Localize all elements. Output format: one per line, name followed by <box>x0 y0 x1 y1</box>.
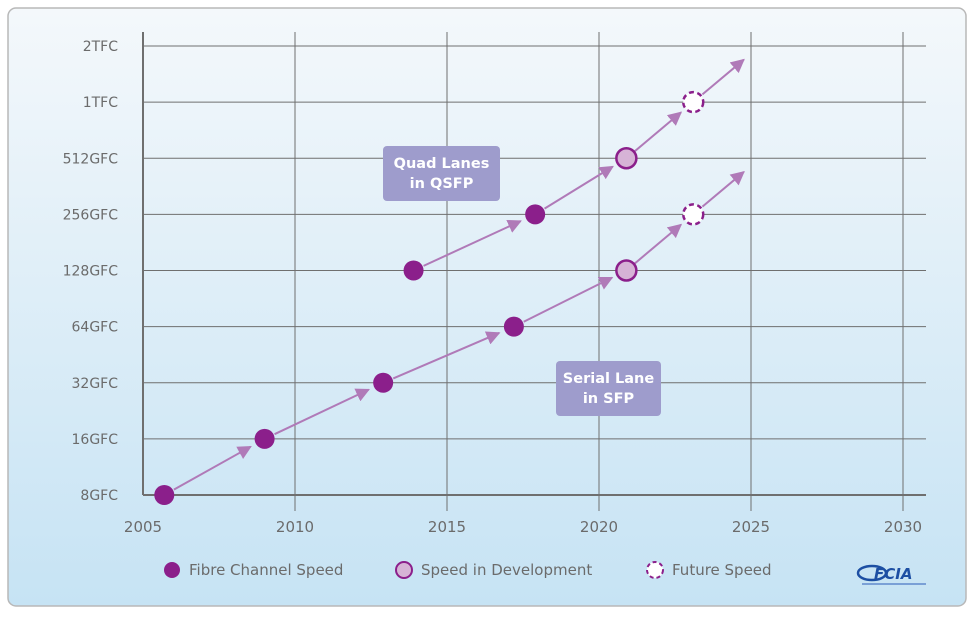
annotation-box: Quad Lanes in QSFP <box>383 146 500 201</box>
trend-arrow <box>423 220 522 267</box>
y-tick-label: 512GFC <box>63 151 119 167</box>
data-point-fibre-channel <box>503 316 524 337</box>
legend-marker-solid <box>164 562 180 578</box>
data-point-future <box>681 90 705 114</box>
x-tick-label: 2010 <box>276 518 314 536</box>
legend-item-future: Future Speed <box>646 561 772 579</box>
x-tick-label: 2020 <box>580 518 618 536</box>
x-axis-ticks: 2005 2010 2015 2020 2025 2030 <box>124 518 922 536</box>
chart-background <box>7 7 967 607</box>
data-point-fibre-channel <box>403 260 424 281</box>
trend-arrow <box>634 111 683 152</box>
data-point-development <box>615 147 638 170</box>
legend-item-fibre-channel: Fibre Channel Speed <box>164 561 343 579</box>
trend-arrow <box>392 331 501 380</box>
x-tick-label: 2030 <box>884 518 922 536</box>
trend-arrow-future <box>701 58 745 96</box>
y-tick-label: 128GFC <box>63 264 119 280</box>
fcia-logo: FCIA <box>856 564 926 585</box>
trend-arrow <box>544 165 614 210</box>
y-tick-label: 8GFC <box>80 488 118 504</box>
annotation-label: Quad Lanes <box>394 156 490 172</box>
trend-arrow-future <box>701 171 745 208</box>
x-tick-label: 2025 <box>732 518 770 536</box>
legend-label: Speed in Development <box>421 561 592 579</box>
y-tick-label: 64GFC <box>72 320 119 336</box>
annotation-box: Serial Lane in SFP <box>556 361 661 416</box>
legend-label: Future Speed <box>672 561 772 579</box>
legend-item-development: Speed in Development <box>395 561 592 579</box>
logo-wordmark: FCIA <box>874 565 912 583</box>
data-point-fibre-channel <box>154 485 175 505</box>
annotation-background <box>556 361 661 416</box>
y-tick-label: 1TFC <box>83 95 119 111</box>
trend-arrow <box>274 388 370 436</box>
y-tick-label: 32GFC <box>72 376 119 392</box>
logo-underline <box>862 583 926 585</box>
trend-arrow <box>634 223 683 265</box>
y-tick-label: 256GFC <box>63 207 119 223</box>
y-axis-ticks: 8GFC 16GFC 32GFC 64GFC 128GFC 256GFC 512GFC 1TF… <box>63 39 119 504</box>
legend-marker-dashed <box>646 561 664 579</box>
data-point-future <box>681 203 705 226</box>
trend-arrow <box>523 276 614 323</box>
legend-label: Fibre Channel Speed <box>189 561 343 579</box>
annotation-background <box>383 146 500 201</box>
trend-arrow <box>173 445 252 491</box>
y-tick-label: 16GFC <box>72 432 119 448</box>
x-tick-label: 2005 <box>124 518 162 536</box>
data-point-fibre-channel <box>254 428 275 449</box>
data-point-fibre-channel <box>373 372 394 393</box>
data-points <box>154 90 705 505</box>
annotation-label: in SFP <box>583 391 635 407</box>
data-point-development <box>615 259 638 282</box>
annotations: Quad Lanes in QSFP Serial Lane in SFP <box>383 146 661 416</box>
legend-marker-outlined <box>395 561 413 579</box>
data-point-fibre-channel <box>525 204 546 225</box>
x-tick-label: 2015 <box>428 518 466 536</box>
y-tick-label: 2TFC <box>83 39 119 55</box>
annotation-label: Serial Lane <box>563 371 655 387</box>
legend: Fibre Channel Speed Speed in Development F… <box>164 561 772 579</box>
annotation-label: in QSFP <box>410 176 474 192</box>
trend-arrows <box>173 58 745 491</box>
logo-swoosh <box>856 564 888 582</box>
